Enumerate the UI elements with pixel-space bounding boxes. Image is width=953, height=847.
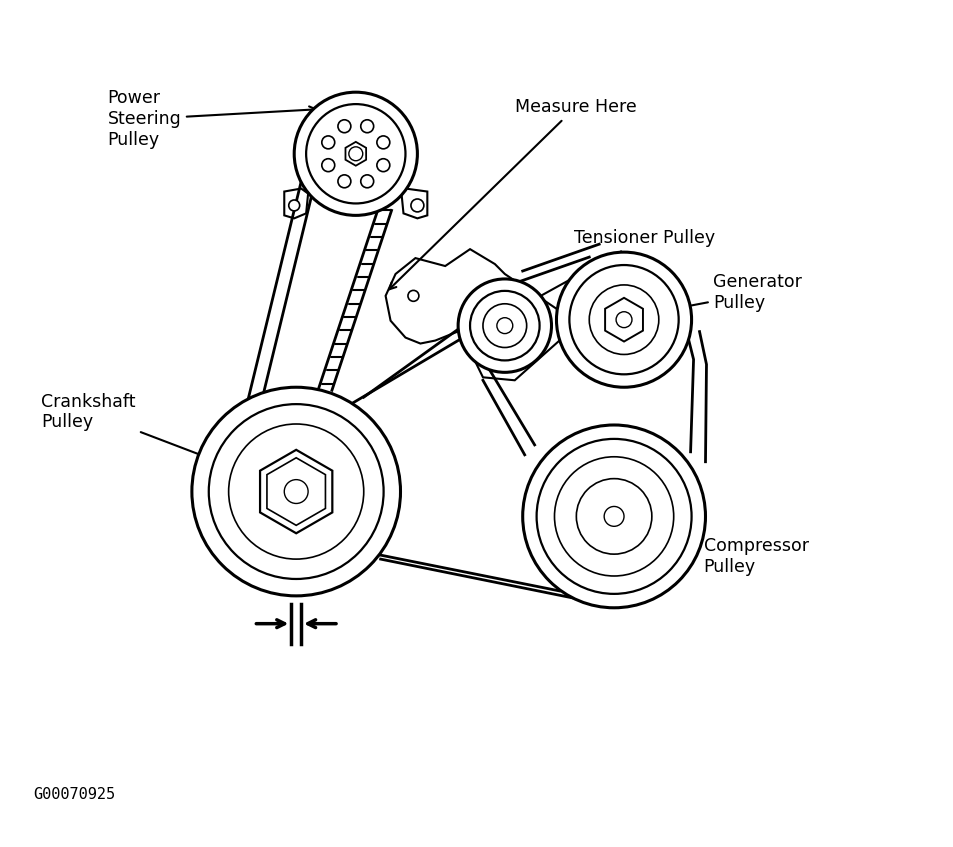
Text: Measure Here: Measure Here [389,98,636,290]
Polygon shape [385,249,558,380]
Circle shape [522,425,705,608]
Circle shape [376,136,390,149]
Circle shape [536,439,691,594]
Circle shape [360,174,374,188]
Text: Power
Steering
Pulley: Power Steering Pulley [108,89,315,149]
Polygon shape [401,189,427,219]
Text: G00070925: G00070925 [33,787,115,802]
Polygon shape [260,450,332,534]
Circle shape [337,119,351,133]
Polygon shape [284,189,308,219]
Circle shape [229,424,363,559]
Circle shape [482,304,526,347]
Circle shape [576,479,651,554]
Circle shape [289,200,299,211]
Circle shape [603,507,623,526]
Circle shape [569,265,678,374]
Text: Compressor
Pulley: Compressor Pulley [685,528,807,575]
Circle shape [616,312,631,328]
Circle shape [457,279,551,373]
Text: Crankshaft
Pulley: Crankshaft Pulley [41,393,227,466]
Circle shape [321,136,335,149]
Polygon shape [345,141,366,166]
Circle shape [349,147,362,161]
Text: Generator
Pulley: Generator Pulley [673,274,801,313]
Circle shape [321,158,335,172]
Circle shape [408,291,418,302]
Circle shape [470,291,539,361]
Circle shape [192,387,400,595]
Polygon shape [604,298,642,341]
Circle shape [284,479,308,503]
Circle shape [294,92,417,215]
Circle shape [337,174,351,188]
Circle shape [411,199,423,212]
Circle shape [376,158,390,172]
Circle shape [556,252,691,387]
Circle shape [306,104,405,203]
Text: Tensioner Pulley: Tensioner Pulley [509,230,715,313]
Circle shape [589,285,659,354]
Polygon shape [267,457,325,525]
Circle shape [360,119,374,133]
Circle shape [554,457,673,576]
Circle shape [497,318,512,334]
Circle shape [209,404,383,579]
